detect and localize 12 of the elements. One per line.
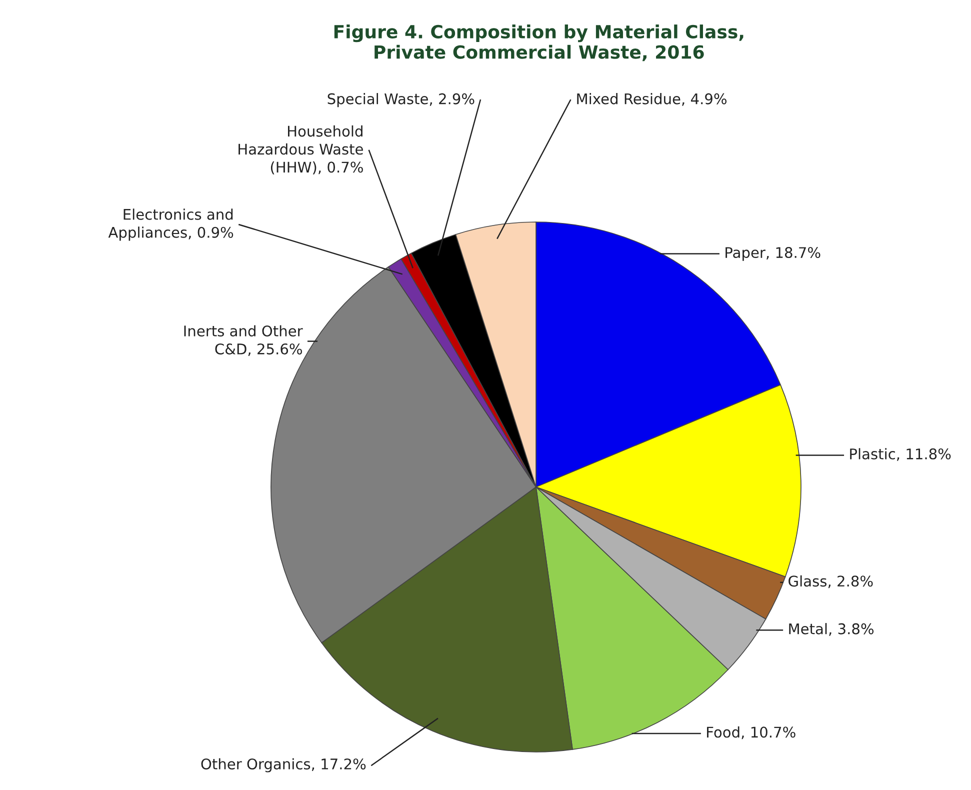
- slice-label: Other Organics, 17.2%: [201, 758, 366, 772]
- slice-label: Inerts and Other C&D, 25.6%: [184, 325, 303, 356]
- slice-label: Metal, 3.8%: [789, 623, 874, 636]
- slice-label: Special Waste, 2.9%: [328, 93, 474, 108]
- slice-label: Plastic, 11.8%: [850, 448, 951, 461]
- slice-label: Household Hazardous Waste (HHW), 0.7%: [238, 125, 363, 174]
- slice-label: Glass, 2.8%: [788, 575, 873, 588]
- slice-label: Mixed Residue, 4.9%: [577, 93, 727, 106]
- slice-label: Food, 10.7%: [707, 726, 796, 740]
- chart-title: Figure 4. Composition by Material Class, Private Commercial Waste, 2016: [334, 24, 744, 62]
- slice-label: Paper, 18.7%: [726, 247, 820, 261]
- slice-label: Electronics and Appliances, 0.9%: [108, 208, 234, 241]
